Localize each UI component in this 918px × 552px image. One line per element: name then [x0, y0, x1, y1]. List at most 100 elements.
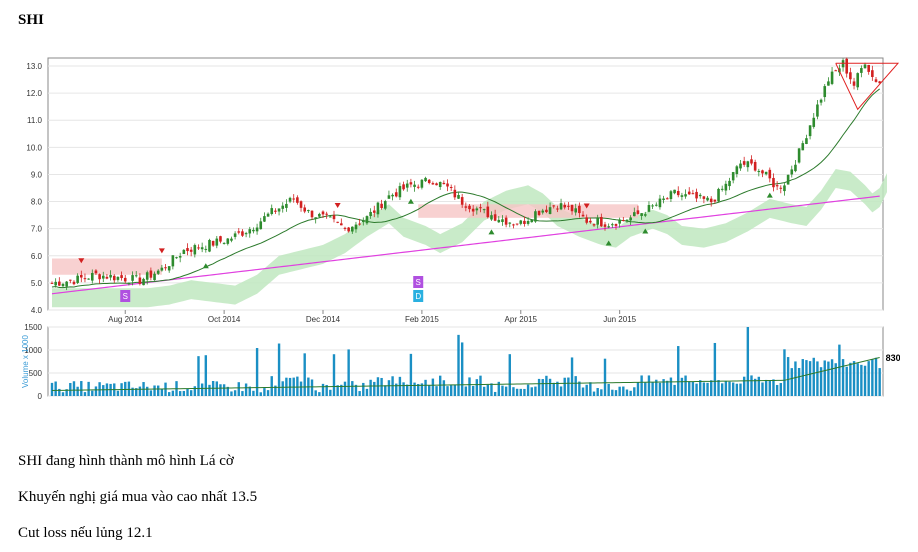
- candle-body: [680, 195, 684, 197]
- volume-bar: [856, 363, 859, 396]
- volume-bar: [351, 381, 354, 396]
- volume-bar: [508, 354, 511, 396]
- volume-bar: [534, 386, 537, 396]
- candle-body: [178, 256, 182, 258]
- volume-bar: [559, 386, 563, 396]
- volume-bar: [54, 381, 57, 396]
- candle-body: [296, 197, 299, 203]
- candle-body: [230, 238, 233, 241]
- volume-bar: [91, 390, 94, 396]
- volume-bar: [80, 381, 83, 396]
- candle-body: [805, 138, 808, 144]
- candle-body: [761, 170, 764, 174]
- note-buy-price: Khuyến nghị giá mua vào cao nhất 13.5: [18, 489, 258, 505]
- candle-body: [277, 208, 281, 212]
- volume-bar: [167, 392, 171, 396]
- candle-body: [482, 209, 486, 211]
- candle-body: [629, 217, 632, 221]
- volume-bar: [834, 363, 837, 396]
- candle-body: [702, 196, 706, 199]
- volume-bar: [50, 382, 54, 396]
- volume-bar: [222, 384, 226, 396]
- volume-bar: [343, 381, 347, 396]
- volume-bar: [570, 357, 574, 396]
- volume-bar: [523, 388, 526, 396]
- volume-bar: [270, 376, 273, 396]
- volume-bar: [457, 334, 460, 396]
- volume-bar: [149, 390, 153, 396]
- volume-bar: [552, 382, 555, 396]
- volume-axis-label: Volume x 1000: [21, 334, 30, 387]
- candle-body: [614, 224, 618, 226]
- candle-body: [504, 217, 508, 225]
- candle-body: [435, 183, 438, 186]
- candle-body: [193, 245, 197, 255]
- candle-body: [512, 224, 515, 226]
- candle-body: [424, 177, 427, 182]
- volume-bar: [435, 386, 438, 396]
- candle-body: [519, 220, 523, 224]
- candle-body: [383, 201, 387, 209]
- candle-body: [849, 72, 852, 80]
- buy-arrow: [605, 240, 612, 246]
- volume-bar: [406, 384, 409, 396]
- volume-bar: [717, 380, 720, 396]
- candle-body: [365, 216, 369, 224]
- volume-bar: [340, 384, 343, 396]
- candle-body: [197, 247, 200, 249]
- volume-bar: [318, 392, 321, 396]
- candle-body: [658, 198, 662, 208]
- y-tick-label: 10.0: [26, 143, 42, 152]
- volume-bar: [402, 382, 405, 396]
- candle-body: [369, 211, 372, 217]
- x-tick-label: Oct 2014: [208, 315, 241, 324]
- volume-bar: [373, 381, 376, 396]
- candle-body: [651, 205, 654, 207]
- volume-bar: [504, 386, 508, 396]
- candle-body: [709, 198, 713, 203]
- candle-body: [830, 71, 834, 84]
- volume-bar: [607, 383, 610, 396]
- candle-body: [134, 275, 138, 277]
- volume-bar: [764, 379, 768, 396]
- candle-body: [164, 267, 167, 269]
- ichimoku-cloud-green: [52, 169, 887, 308]
- candle-body: [252, 229, 255, 232]
- candle-body: [226, 238, 230, 244]
- volume-bar: [314, 390, 317, 396]
- volume-bar: [200, 383, 204, 396]
- candle-body: [237, 231, 241, 233]
- volume-bar: [157, 385, 160, 396]
- candle-body: [138, 277, 142, 284]
- candle-body: [497, 219, 501, 223]
- volume-bar: [790, 368, 793, 396]
- volume-bar: [519, 388, 522, 396]
- candle-body: [534, 211, 537, 222]
- candle-body: [643, 214, 647, 216]
- volume-bar: [479, 375, 482, 396]
- candle-body: [120, 275, 123, 279]
- candle-body: [662, 198, 665, 201]
- volume-bar: [688, 381, 691, 396]
- volume-bar: [636, 382, 640, 396]
- candle-body: [332, 215, 336, 220]
- volume-bar: [761, 382, 764, 396]
- volume-bar: [449, 385, 453, 396]
- flag-pattern-lines: [835, 62, 900, 111]
- candle-body: [493, 214, 497, 221]
- volume-bar: [720, 383, 724, 396]
- volume-bar: [753, 378, 757, 396]
- candle-body: [717, 188, 720, 202]
- candle-body: [263, 216, 266, 222]
- volume-bar: [816, 361, 819, 396]
- volume-bar: [226, 386, 229, 396]
- volume-bar: [490, 383, 493, 396]
- candle-body: [376, 202, 380, 215]
- buy-arrow: [202, 263, 209, 269]
- volume-bar: [841, 359, 845, 396]
- sell-arrow: [78, 258, 85, 264]
- volume-bar: [713, 342, 717, 396]
- volume-bar: [867, 361, 870, 396]
- candle-body: [244, 233, 248, 235]
- volume-bar: [182, 390, 186, 396]
